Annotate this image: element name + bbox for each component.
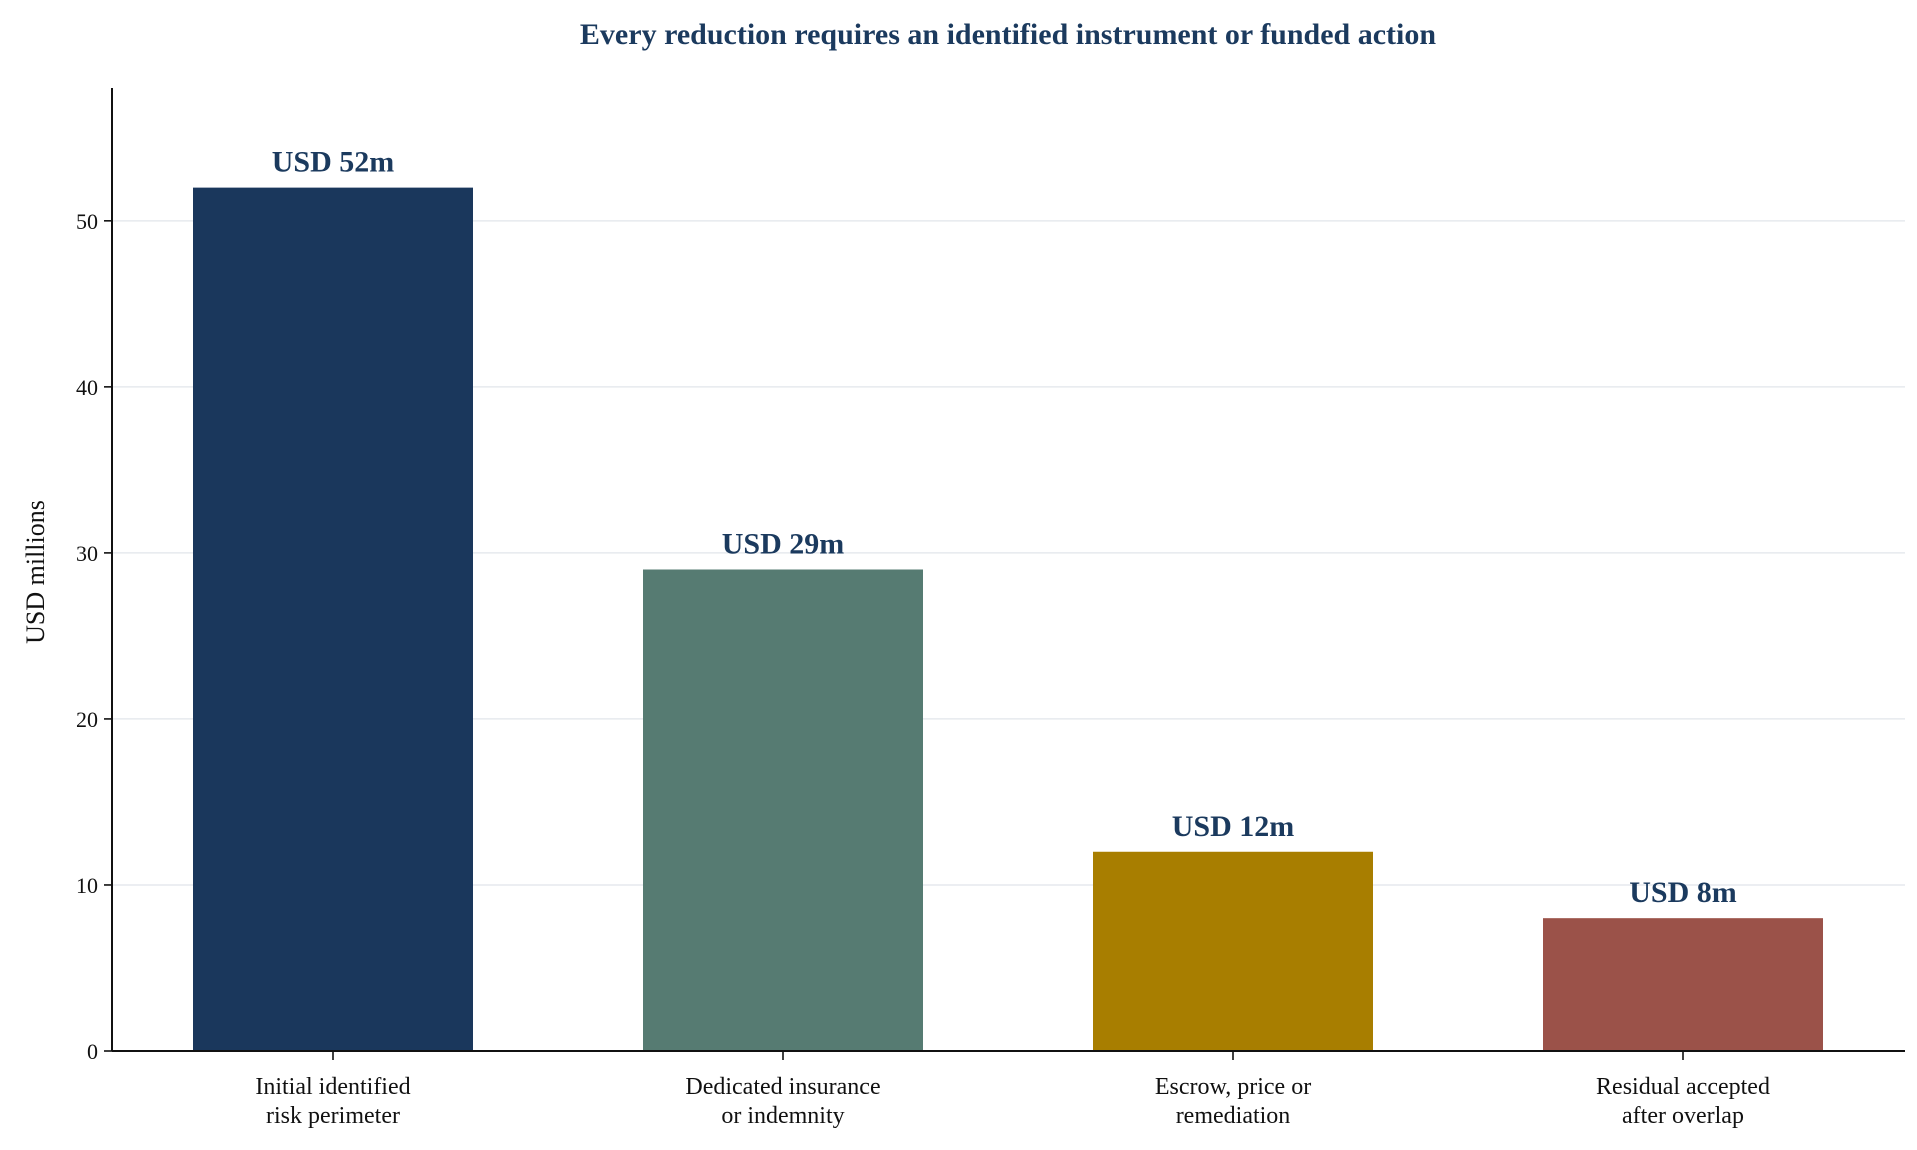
x-tick-label-4-line-2: after overlap xyxy=(1622,1103,1744,1129)
y-tick-label-0: 0 xyxy=(87,1039,98,1064)
x-tick-label-2-line-1: Dedicated insurance xyxy=(685,1074,880,1100)
y-axis-label: USD millions xyxy=(21,500,50,644)
data-labels: USD 52m USD 29m USD 12m USD 8m xyxy=(272,146,1737,910)
x-tick-label-3-line-2: remediation xyxy=(1176,1103,1291,1129)
x-tick-label-3-line-1: Escrow, price or xyxy=(1155,1074,1311,1100)
data-label-1: USD 52m xyxy=(272,146,395,179)
y-tick-label-20: 20 xyxy=(76,707,98,732)
bar-4 xyxy=(1543,918,1823,1051)
axes xyxy=(111,88,1905,1052)
bars xyxy=(193,187,1823,1051)
x-ticks: Initial identified risk perimeter Dedicate… xyxy=(255,1051,1770,1129)
data-label-4: USD 8m xyxy=(1629,876,1737,909)
x-tick-label-4-line-1: Residual accepted xyxy=(1596,1074,1770,1100)
x-tick-label-1-line-2: risk perimeter xyxy=(266,1103,400,1129)
y-tick-label-10: 10 xyxy=(76,873,98,898)
data-label-3: USD 12m xyxy=(1172,810,1295,843)
y-tick-label-40: 40 xyxy=(76,375,98,400)
data-label-2: USD 29m xyxy=(722,528,845,561)
chart-title: Every reduction requires an identified i… xyxy=(580,18,1436,51)
y-tick-label-30: 30 xyxy=(76,541,98,566)
bar-3 xyxy=(1093,851,1373,1051)
bar-2 xyxy=(643,569,923,1051)
bar-1 xyxy=(193,187,473,1051)
y-tick-label-50: 50 xyxy=(76,209,98,234)
x-tick-label-2-line-2: or indemnity xyxy=(721,1103,844,1129)
y-ticks: 0 10 20 30 40 50 xyxy=(76,209,112,1064)
x-tick-label-1-line-1: Initial identified xyxy=(255,1074,410,1100)
